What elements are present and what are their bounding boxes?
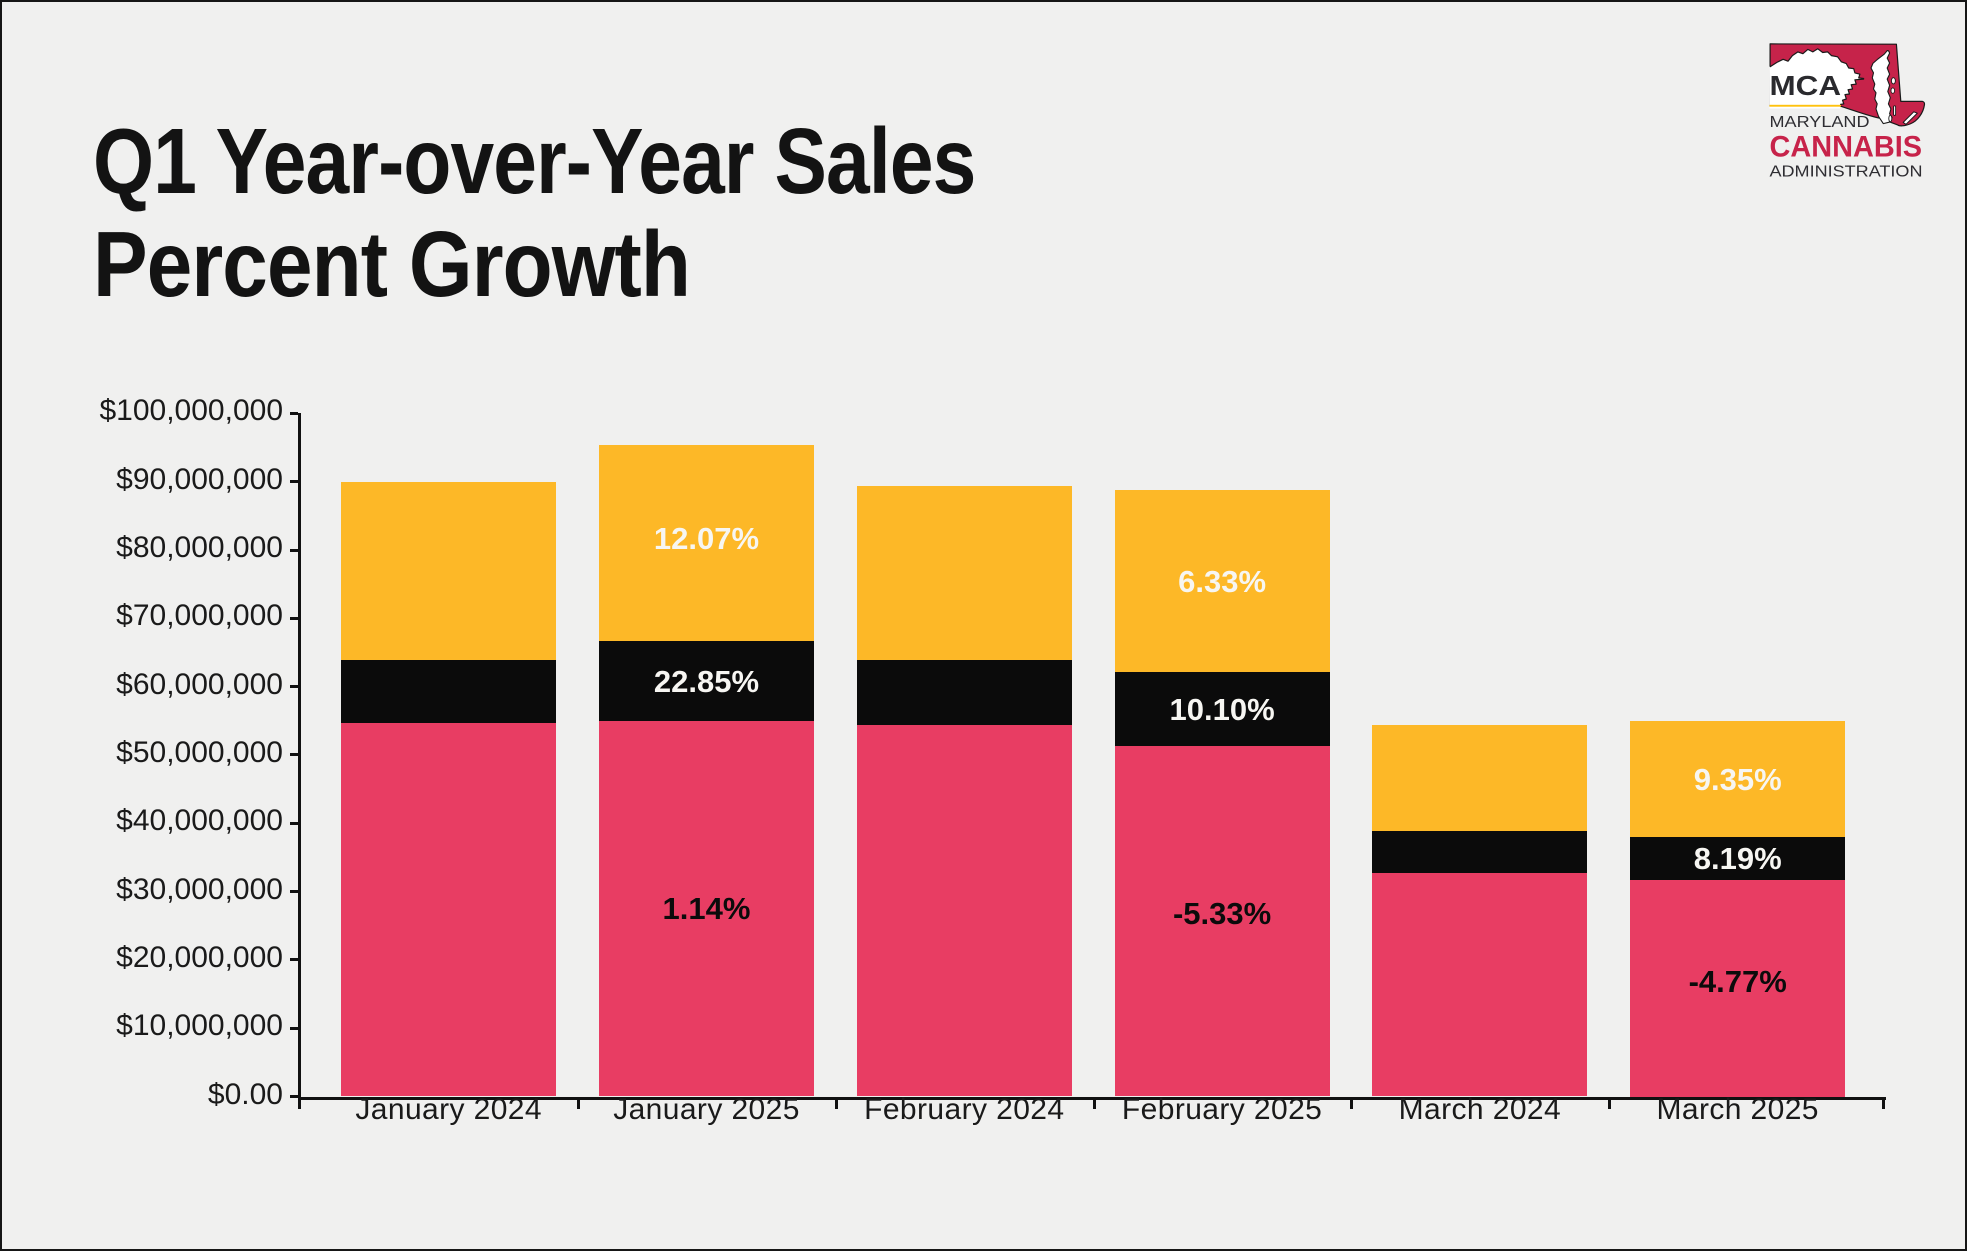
svg-text:MCA: MCA xyxy=(1770,70,1842,101)
svg-text:CANNABIS: CANNABIS xyxy=(1770,131,1923,164)
svg-text:ADMINISTRATION: ADMINISTRATION xyxy=(1770,163,1923,180)
svg-text:MARYLAND: MARYLAND xyxy=(1770,114,1870,131)
